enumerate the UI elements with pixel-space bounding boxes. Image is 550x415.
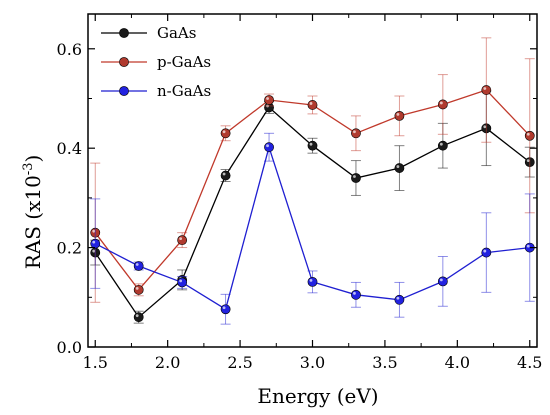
data-point-highlight	[353, 175, 356, 178]
series-n-gaas	[90, 132, 535, 325]
data-point-n-gaas	[90, 238, 101, 249]
data-point-highlight	[92, 249, 96, 253]
data-point-highlight	[439, 278, 443, 282]
data-point-highlight	[353, 291, 356, 295]
data-point-n-gaas	[133, 261, 144, 271]
data-point-highlight	[396, 296, 400, 300]
data-point-n-gaas	[481, 247, 492, 258]
legend-marker-p-gaas	[119, 57, 129, 67]
data-point-highlight	[483, 125, 487, 129]
data-point-highlight	[526, 132, 530, 136]
data-point-highlight	[222, 172, 226, 176]
data-point-highlight	[309, 142, 313, 146]
plot-area	[90, 37, 535, 325]
data-point-highlight	[526, 159, 530, 163]
data-point-highlight	[135, 286, 139, 290]
y-axis-title-close: )	[21, 155, 45, 163]
data-point-p-gaas	[307, 100, 318, 110]
data-point-highlight	[135, 263, 139, 266]
data-point-highlight	[266, 144, 269, 148]
svg-text:RAS (x10-3): RAS (x10-3)	[21, 155, 45, 270]
plot-frame	[87, 13, 538, 348]
data-point-p-gaas	[394, 110, 405, 121]
x-tick-label: 1.5	[83, 353, 108, 372]
data-point-gaas	[437, 140, 448, 151]
data-point-p-gaas	[133, 284, 144, 295]
data-point-highlight	[309, 102, 313, 105]
data-point-p-gaas	[481, 85, 492, 95]
series-p-gaas	[90, 37, 535, 303]
y-axis-title: RAS (x10-3)	[21, 155, 45, 270]
data-point-gaas	[133, 312, 144, 323]
x-tick-label: 3.5	[372, 353, 397, 372]
x-tick-label: 2.0	[155, 353, 180, 372]
y-tick-label: 0.6	[57, 40, 82, 59]
legend-marker-n-gaas	[119, 86, 129, 96]
data-point-highlight	[483, 249, 487, 253]
data-point-highlight	[266, 97, 269, 100]
legend-label-gaas: GaAs	[157, 24, 196, 42]
data-point-highlight	[353, 130, 356, 134]
y-axis-title-main: RAS (x10	[21, 175, 45, 269]
data-point-gaas	[220, 170, 231, 181]
data-point-n-gaas	[394, 294, 405, 305]
data-point-n-gaas	[264, 142, 274, 153]
data-point-highlight	[309, 278, 313, 282]
x-tick-label: 2.5	[227, 353, 252, 372]
data-point-highlight	[222, 130, 226, 134]
data-point-highlight	[92, 240, 96, 244]
data-point-p-gaas	[351, 128, 361, 139]
data-point-highlight	[483, 87, 487, 90]
data-point-p-gaas	[524, 130, 535, 141]
data-point-highlight	[135, 314, 139, 318]
data-point-highlight	[179, 279, 183, 283]
data-point-n-gaas	[177, 277, 188, 288]
y-tick-label: 0.2	[57, 239, 82, 258]
legend-label-n-gaas: n-GaAs	[157, 82, 211, 100]
y-tick-label: 0.0	[57, 338, 82, 357]
data-point-highlight	[526, 244, 530, 248]
data-point-n-gaas	[307, 276, 318, 287]
x-axis-title: Energy (eV)	[257, 384, 378, 408]
y-axis-title-superscript: -3	[21, 163, 36, 176]
y-tick-label: 0.4	[57, 139, 82, 158]
legend-marker-gaas	[119, 28, 129, 38]
data-point-p-gaas	[177, 235, 188, 246]
x-tick-label: 4.5	[517, 353, 542, 372]
data-point-highlight	[396, 165, 400, 168]
data-point-highlight	[439, 101, 443, 105]
legend-label-p-gaas: p-GaAs	[157, 53, 211, 71]
data-point-gaas	[394, 163, 405, 173]
data-point-highlight	[396, 112, 400, 116]
data-point-n-gaas	[220, 304, 231, 315]
data-point-highlight	[439, 142, 443, 146]
data-point-p-gaas	[220, 128, 231, 139]
data-point-gaas	[351, 173, 361, 183]
series-line-p-gaas	[94, 89, 531, 291]
axes: 1.5 2.0 2.5 3.0 3.5 4.0 4.5 0.0 0.2 0.4 0.6	[57, 13, 542, 372]
x-tick-label: 4.0	[445, 353, 470, 372]
data-point-highlight	[92, 229, 96, 233]
data-point-n-gaas	[437, 276, 448, 287]
data-point-n-gaas	[351, 289, 361, 300]
data-point-highlight	[179, 237, 183, 241]
x-tick-label: 3.0	[300, 353, 325, 372]
data-point-p-gaas	[264, 95, 274, 105]
legend: GaAs p-GaAs n-GaAs	[101, 24, 211, 100]
data-point-gaas	[307, 140, 318, 151]
data-point-p-gaas	[437, 99, 448, 110]
data-point-highlight	[222, 306, 226, 310]
